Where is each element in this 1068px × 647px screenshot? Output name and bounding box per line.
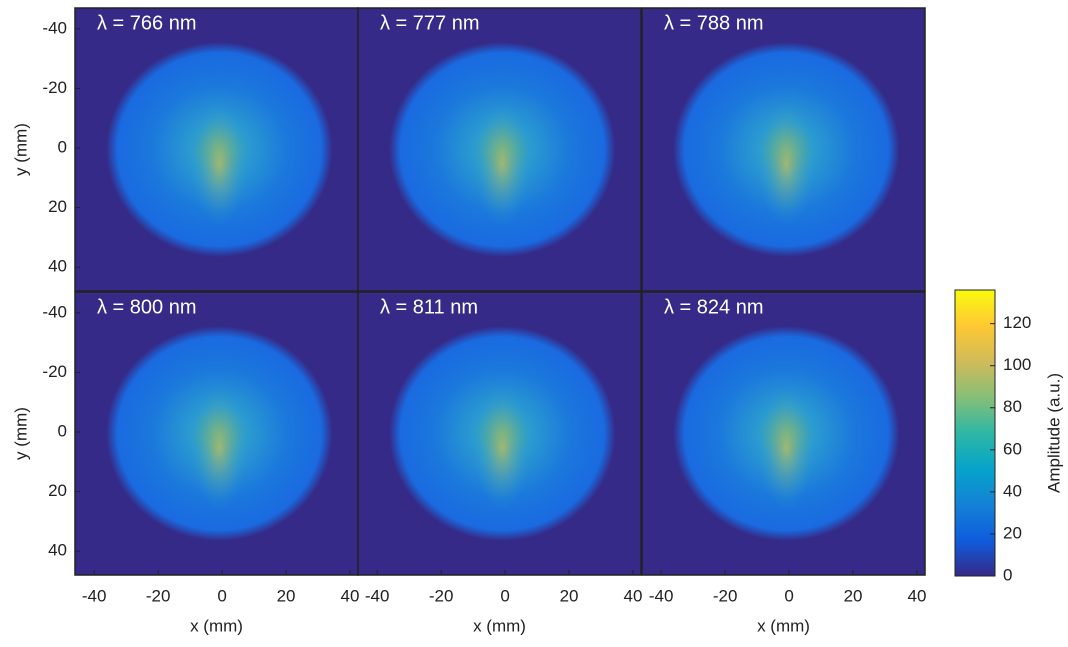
- y-tick-label: 20: [48, 197, 67, 216]
- axes-frame: [641, 291, 926, 576]
- panel-title: λ = 788 nm: [664, 12, 764, 34]
- x-tick-label: 20: [560, 586, 579, 605]
- y-axis-label: y (mm): [11, 407, 30, 460]
- x-axis-label: x (mm): [190, 616, 243, 635]
- panel-title: λ = 824 nm: [664, 296, 764, 318]
- colorbar-label: Amplitude (a.u.): [1044, 373, 1063, 493]
- y-tick-label: 40: [48, 257, 67, 276]
- colorbar: [954, 289, 996, 577]
- x-tick-label: 40: [341, 586, 360, 605]
- x-axis-label: x (mm): [473, 616, 526, 635]
- axes-frame: [641, 7, 926, 292]
- x-tick-label: 0: [500, 586, 509, 605]
- y-tick-label: 40: [48, 541, 67, 560]
- colorbar-tick-label: 40: [1003, 481, 1022, 500]
- x-tick-label: 20: [844, 586, 863, 605]
- axes-frame: [357, 291, 642, 576]
- colorbar-tick-label: 100: [1003, 355, 1031, 374]
- y-tick-label: -20: [42, 362, 67, 381]
- x-tick-label: 0: [217, 586, 226, 605]
- axes-frame: [357, 7, 642, 292]
- y-tick-label: -40: [42, 302, 67, 321]
- panel-title: λ = 811 nm: [380, 296, 478, 318]
- colorbar-tick-label: 60: [1003, 439, 1022, 458]
- beam-core: [191, 101, 248, 226]
- x-tick-label: -40: [649, 586, 674, 605]
- y-axis-label: y (mm): [11, 123, 30, 176]
- y-tick-label: 0: [58, 421, 67, 440]
- x-tick-label: 0: [784, 586, 793, 605]
- y-tick-label: 20: [48, 481, 67, 500]
- x-tick-label: 40: [908, 586, 927, 605]
- x-tick-label: -20: [713, 586, 738, 605]
- beam-core: [191, 385, 248, 510]
- beam-core: [474, 101, 531, 226]
- panel-title: λ = 766 nm: [97, 12, 197, 34]
- y-tick-label: -20: [42, 78, 67, 97]
- x-tick-label: 40: [624, 586, 643, 605]
- colorbar-tick-label: 80: [1003, 397, 1022, 416]
- colorbar-tick-label: 0: [1003, 565, 1012, 584]
- y-tick-label: -40: [42, 18, 67, 37]
- x-axis-label: x (mm): [757, 616, 810, 635]
- x-tick-label: 20: [277, 586, 296, 605]
- beam-core: [758, 385, 815, 510]
- panel-title: λ = 777 nm: [380, 12, 480, 34]
- beam-core: [758, 101, 815, 226]
- x-tick-label: -20: [429, 586, 454, 605]
- colorbar-tick-label: 120: [1003, 313, 1031, 332]
- y-tick-label: 0: [58, 137, 67, 156]
- colorbar-tick-label: 20: [1003, 523, 1022, 542]
- x-tick-label: -40: [82, 586, 107, 605]
- x-tick-label: -20: [146, 586, 171, 605]
- x-tick-label: -40: [365, 586, 390, 605]
- beam-core: [474, 385, 531, 510]
- panel-title: λ = 800 nm: [97, 296, 197, 318]
